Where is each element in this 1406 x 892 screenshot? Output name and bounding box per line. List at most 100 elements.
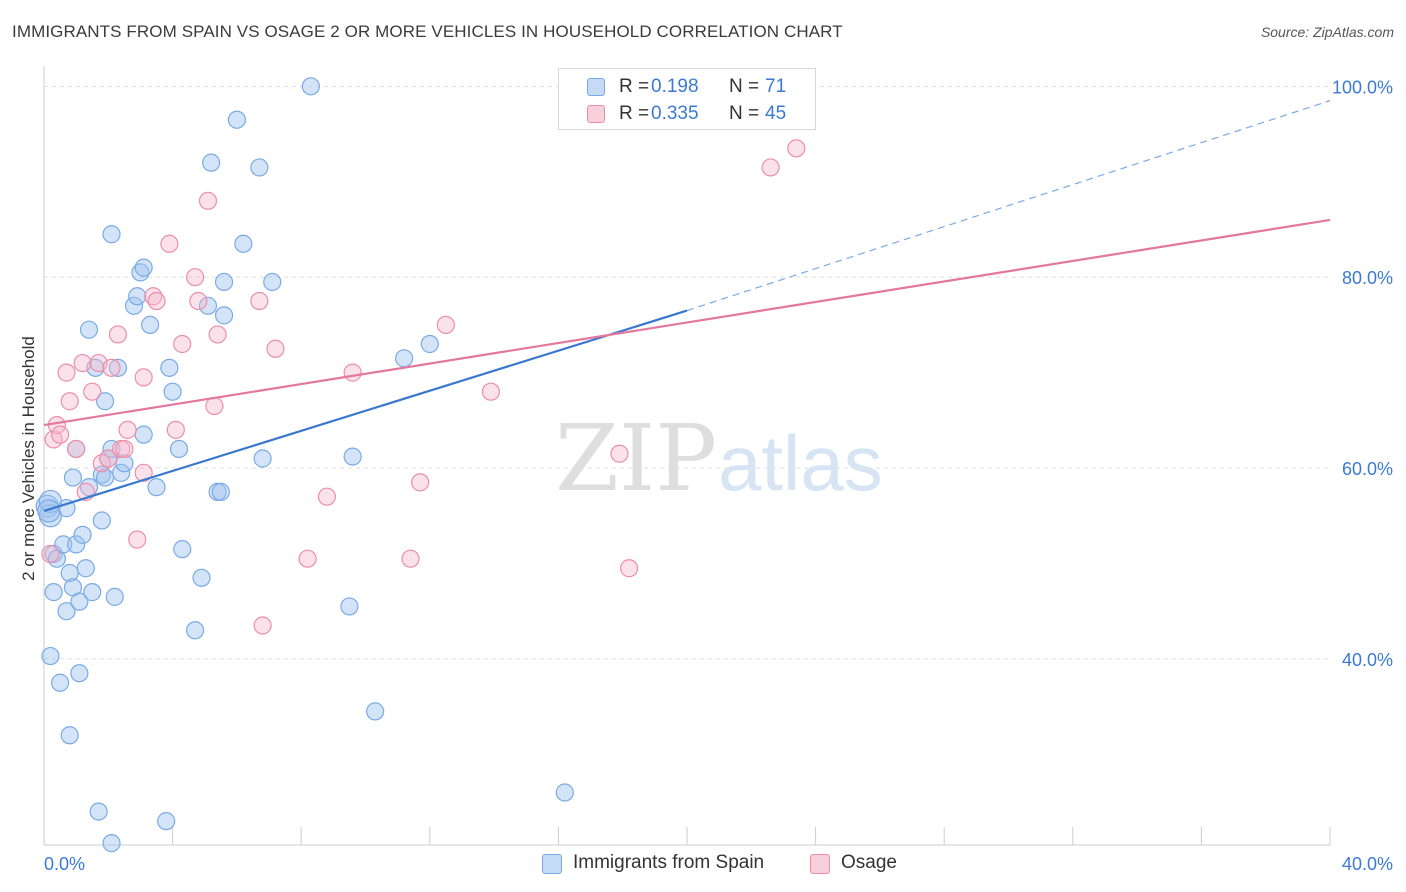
spain-trendline-extension	[686, 100, 1331, 312]
spain-point	[95, 468, 115, 487]
y-axis-title: 2 or more Vehicles in Household	[19, 336, 38, 581]
spain-point	[169, 439, 189, 459]
spain-point	[147, 478, 166, 497]
osage-point	[620, 559, 639, 578]
spain-point	[211, 482, 230, 502]
spain-point	[198, 296, 218, 315]
osage-point	[208, 325, 227, 344]
axes-layer	[43, 66, 1331, 846]
spain-point	[92, 511, 111, 530]
osage-point	[173, 334, 192, 354]
legend-r-value-osage: 0.335	[651, 103, 699, 124]
osage-point	[57, 363, 76, 382]
osage-point	[198, 191, 218, 210]
legend-n-label: N =	[729, 76, 760, 97]
spain-point	[50, 673, 70, 692]
osage-point	[102, 358, 121, 377]
osage-point	[610, 444, 629, 463]
osage-point	[250, 291, 269, 311]
spain-point	[134, 258, 153, 277]
label-layer: 40.0% 60.0% 80.0% 100.0% 0.0% 40.0% 2 or more …	[19, 77, 1393, 874]
watermark-zip: ZIP	[555, 405, 717, 512]
spain-point	[57, 499, 76, 518]
source-label: Source: ZipAtlas.com	[1260, 24, 1394, 40]
spain-point	[37, 499, 61, 523]
spain-point	[102, 225, 121, 244]
spain-point	[54, 535, 73, 554]
spain-point	[202, 153, 221, 172]
spain-point	[253, 449, 272, 468]
osage-point	[134, 463, 153, 482]
osage-point	[60, 392, 79, 411]
spain-point	[173, 540, 192, 559]
osage-point	[147, 291, 166, 311]
spain-point	[394, 349, 414, 368]
osage-point	[67, 439, 86, 459]
y-tick-label: 100.0%	[1332, 77, 1393, 97]
spain-point	[70, 664, 89, 683]
spain-point	[83, 583, 102, 602]
legend-swatch-osage	[810, 854, 830, 874]
spain-point	[73, 525, 92, 544]
spain-point	[366, 702, 385, 721]
osage-point	[99, 449, 118, 468]
y-tick-label: 80.0%	[1342, 268, 1393, 288]
osage-point	[317, 487, 337, 506]
correlation-legend: R = 0.198 N = 71 R = 0.335 N = 45	[558, 68, 816, 130]
legend-r-label: R =	[619, 76, 650, 97]
spain-point	[134, 425, 153, 444]
spain-point	[343, 447, 362, 466]
spain-point	[301, 77, 320, 96]
y-tick-label: 40.0%	[1342, 650, 1393, 670]
legend-r-label: R =	[619, 103, 650, 124]
spain-trendline	[43, 309, 688, 513]
spain-point	[140, 315, 160, 334]
spain-point	[160, 358, 179, 377]
spain-point	[420, 334, 439, 354]
spain-point	[214, 306, 234, 325]
spain-point	[60, 726, 79, 745]
spain-point	[105, 587, 124, 606]
x-tick-label-end: 40.0%	[1342, 854, 1393, 874]
osage-point	[401, 549, 420, 568]
osage-point	[73, 353, 92, 373]
spain-point	[79, 320, 99, 339]
osage-point	[108, 325, 128, 344]
spain-point	[89, 802, 108, 821]
osage-point	[186, 268, 205, 287]
chart-title: IMMIGRANTS FROM SPAIN VS OSAGE 2 OR MORE…	[12, 22, 843, 41]
spain-point	[67, 535, 86, 554]
spain-point	[63, 468, 83, 487]
spain-point	[340, 597, 359, 616]
watermark-atlas: atlas	[718, 419, 883, 507]
spain-point	[41, 646, 60, 666]
osage-point	[160, 234, 179, 253]
osage-point	[266, 339, 285, 358]
spain-point	[57, 602, 76, 621]
spain-point	[227, 110, 246, 129]
osage-point	[166, 420, 185, 439]
legend-n-label: N =	[729, 103, 760, 124]
osage-point	[481, 382, 500, 401]
spain-point	[44, 583, 63, 602]
legend-label-spain: Immigrants from Spain	[573, 852, 765, 873]
osage-point	[205, 396, 224, 416]
spain-point	[108, 358, 128, 377]
spain-point	[157, 812, 176, 831]
osage-point	[787, 139, 806, 158]
spain-point	[250, 158, 269, 177]
spain-point	[76, 559, 95, 578]
spain-point	[234, 234, 253, 253]
x-tick-label-start: 0.0%	[44, 854, 85, 874]
legend-r-value-spain: 0.198	[651, 76, 699, 97]
spain-point	[95, 392, 115, 411]
osage-point	[41, 544, 60, 564]
legend-n-value-osage: 45	[765, 103, 787, 124]
spain-point	[163, 382, 182, 401]
osage-point	[253, 616, 272, 635]
grid-layer	[44, 85, 1330, 660]
spain-point	[124, 296, 144, 315]
legend-label-osage: Osage	[841, 852, 897, 873]
spain-point	[214, 272, 234, 292]
